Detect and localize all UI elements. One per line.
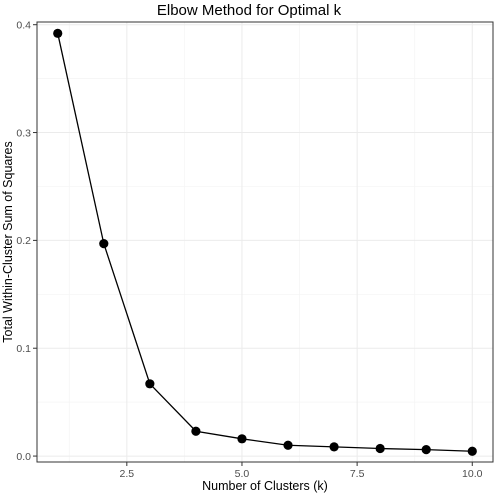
y-tick-label: 0.1	[16, 343, 31, 355]
x-tick-label: 2.5	[120, 468, 135, 480]
y-tick-label: 0.2	[16, 235, 31, 247]
y-tick-label: 0.0	[16, 451, 31, 463]
data-point	[145, 379, 155, 389]
x-axis-label: Number of Clusters (k)	[202, 479, 328, 493]
y-tick-label: 0.3	[16, 127, 31, 139]
data-point	[329, 442, 339, 452]
grid-lines	[37, 22, 493, 462]
data-point	[53, 28, 63, 38]
data-point	[237, 434, 247, 444]
x-tick-label: 5.0	[235, 468, 250, 480]
series-layer	[53, 28, 477, 456]
chart-title: Elbow Method for Optimal k	[157, 2, 342, 19]
x-tick-label: 7.5	[350, 468, 365, 480]
elbow-series-line	[57, 33, 473, 452]
y-axis-ticks: 0.0 0.1 0.2 0.3 0.4	[16, 19, 37, 463]
data-point	[99, 239, 109, 249]
data-point	[283, 440, 293, 450]
data-point	[421, 444, 431, 455]
y-tick-label: 0.4	[16, 19, 31, 31]
x-tick-label: 10.0	[462, 468, 483, 480]
y-axis-label: Total Within-Cluster Sum of Squares	[1, 141, 15, 342]
data-point	[375, 443, 385, 454]
data-point	[191, 426, 201, 436]
plot-panel-border	[36, 21, 494, 463]
data-point	[467, 446, 477, 456]
x-axis-ticks: 2.5 5.0 7.5 10.0	[120, 462, 483, 480]
